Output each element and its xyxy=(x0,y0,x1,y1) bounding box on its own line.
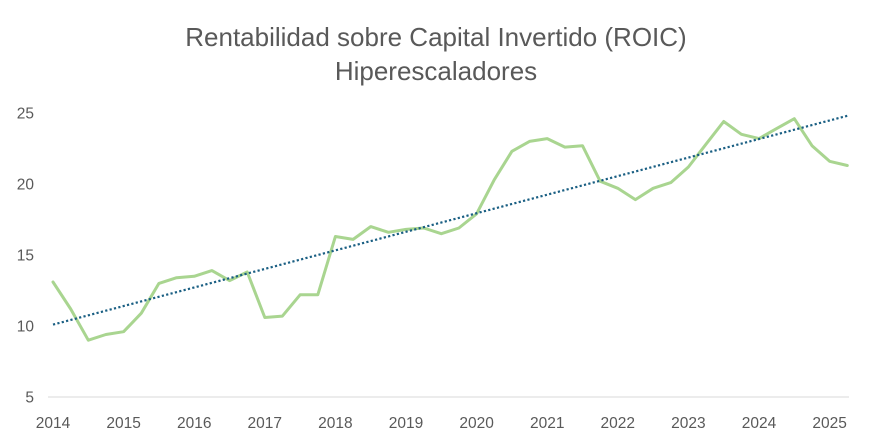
x-tick-label: 2020 xyxy=(459,415,494,432)
data-point xyxy=(827,158,833,164)
data-point xyxy=(491,177,497,183)
x-tick-label: 2023 xyxy=(671,415,705,432)
data-point xyxy=(544,136,550,142)
x-axis: 2014 2015 2016 2017 2018 2019 2020 2021 2022 2023… xyxy=(36,396,849,432)
x-tick-label: 2018 xyxy=(318,415,352,432)
data-point xyxy=(809,143,815,149)
trend-line xyxy=(52,114,848,326)
x-tick-label: 2014 xyxy=(36,415,71,432)
data-point xyxy=(315,292,321,298)
data-point xyxy=(368,224,374,230)
data-point xyxy=(138,310,144,316)
x-tick-label: 2015 xyxy=(106,415,140,432)
data-point xyxy=(156,280,162,286)
data-point xyxy=(844,163,850,169)
x-tick-label: 2024 xyxy=(742,415,777,432)
data-point xyxy=(580,143,586,149)
data-point xyxy=(262,315,268,321)
data-point xyxy=(562,144,568,150)
chart-title: Rentabilidad sobre Capital Invertido (RO… xyxy=(185,22,686,52)
data-point xyxy=(103,332,109,338)
series-layer xyxy=(50,116,850,343)
data-point xyxy=(438,231,444,237)
data-point xyxy=(668,180,674,186)
y-tick-label: 5 xyxy=(25,390,34,407)
chart-subtitle: Hiperescaladores xyxy=(335,56,537,86)
data-point xyxy=(509,148,515,154)
data-point xyxy=(68,306,74,312)
data-point xyxy=(297,292,303,298)
data-point xyxy=(738,131,744,137)
data-point xyxy=(703,141,709,147)
y-tick-label: 20 xyxy=(17,177,35,194)
data-point xyxy=(615,185,621,191)
data-point xyxy=(774,126,780,132)
data-point xyxy=(527,138,533,144)
x-tick-label: 2017 xyxy=(248,415,282,432)
data-point xyxy=(650,185,656,191)
data-point xyxy=(174,275,180,281)
x-tick-label: 2025 xyxy=(812,415,846,432)
data-point xyxy=(50,279,56,285)
y-tick-label: 10 xyxy=(17,319,35,336)
y-tick-label: 15 xyxy=(17,248,34,265)
x-tick-label: 2019 xyxy=(389,415,423,432)
data-point xyxy=(209,268,215,274)
data-point xyxy=(791,116,797,122)
data-point xyxy=(332,234,338,240)
data-point xyxy=(721,119,727,125)
y-tick-label: 25 xyxy=(17,106,34,123)
x-tick-label: 2016 xyxy=(177,415,211,432)
series-line xyxy=(51,117,849,342)
data-point xyxy=(121,329,127,335)
data-point xyxy=(385,229,391,235)
data-point xyxy=(85,337,91,343)
data-point xyxy=(632,197,638,203)
x-tick-label: 2022 xyxy=(601,415,635,432)
data-point xyxy=(279,313,285,319)
data-point xyxy=(456,225,462,231)
data-point xyxy=(191,273,197,279)
x-tick-label: 2021 xyxy=(530,415,564,432)
data-point xyxy=(685,164,691,170)
data-point xyxy=(350,236,356,242)
y-axis: 5 10 15 20 25 xyxy=(17,106,35,407)
